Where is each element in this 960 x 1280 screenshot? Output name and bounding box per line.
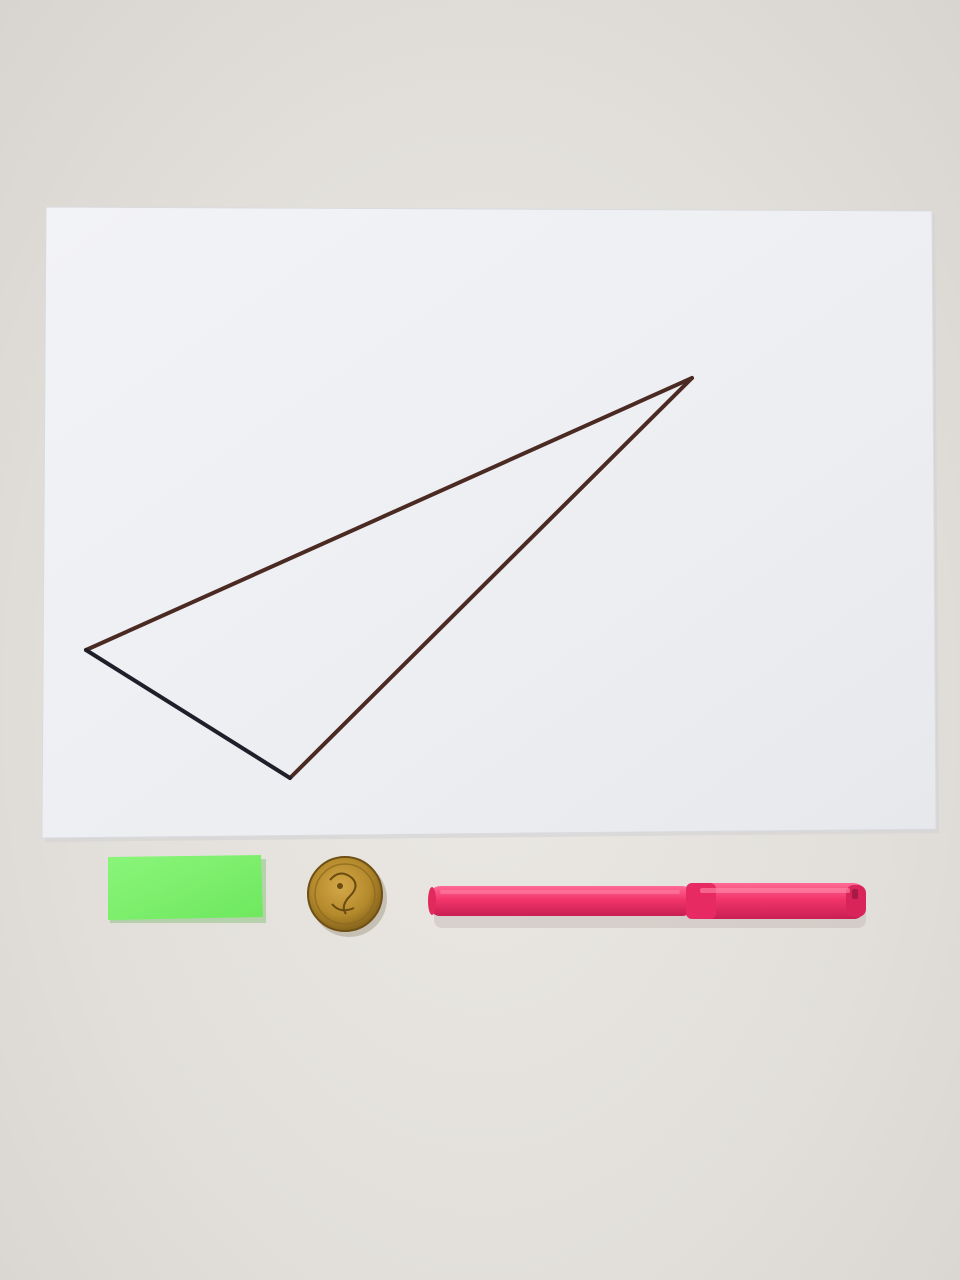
coin	[307, 856, 387, 937]
drawn-triangle	[84, 376, 694, 780]
green-sticky-note	[108, 855, 266, 923]
pink-marker	[428, 883, 866, 928]
paper-sheet	[41, 206, 939, 842]
